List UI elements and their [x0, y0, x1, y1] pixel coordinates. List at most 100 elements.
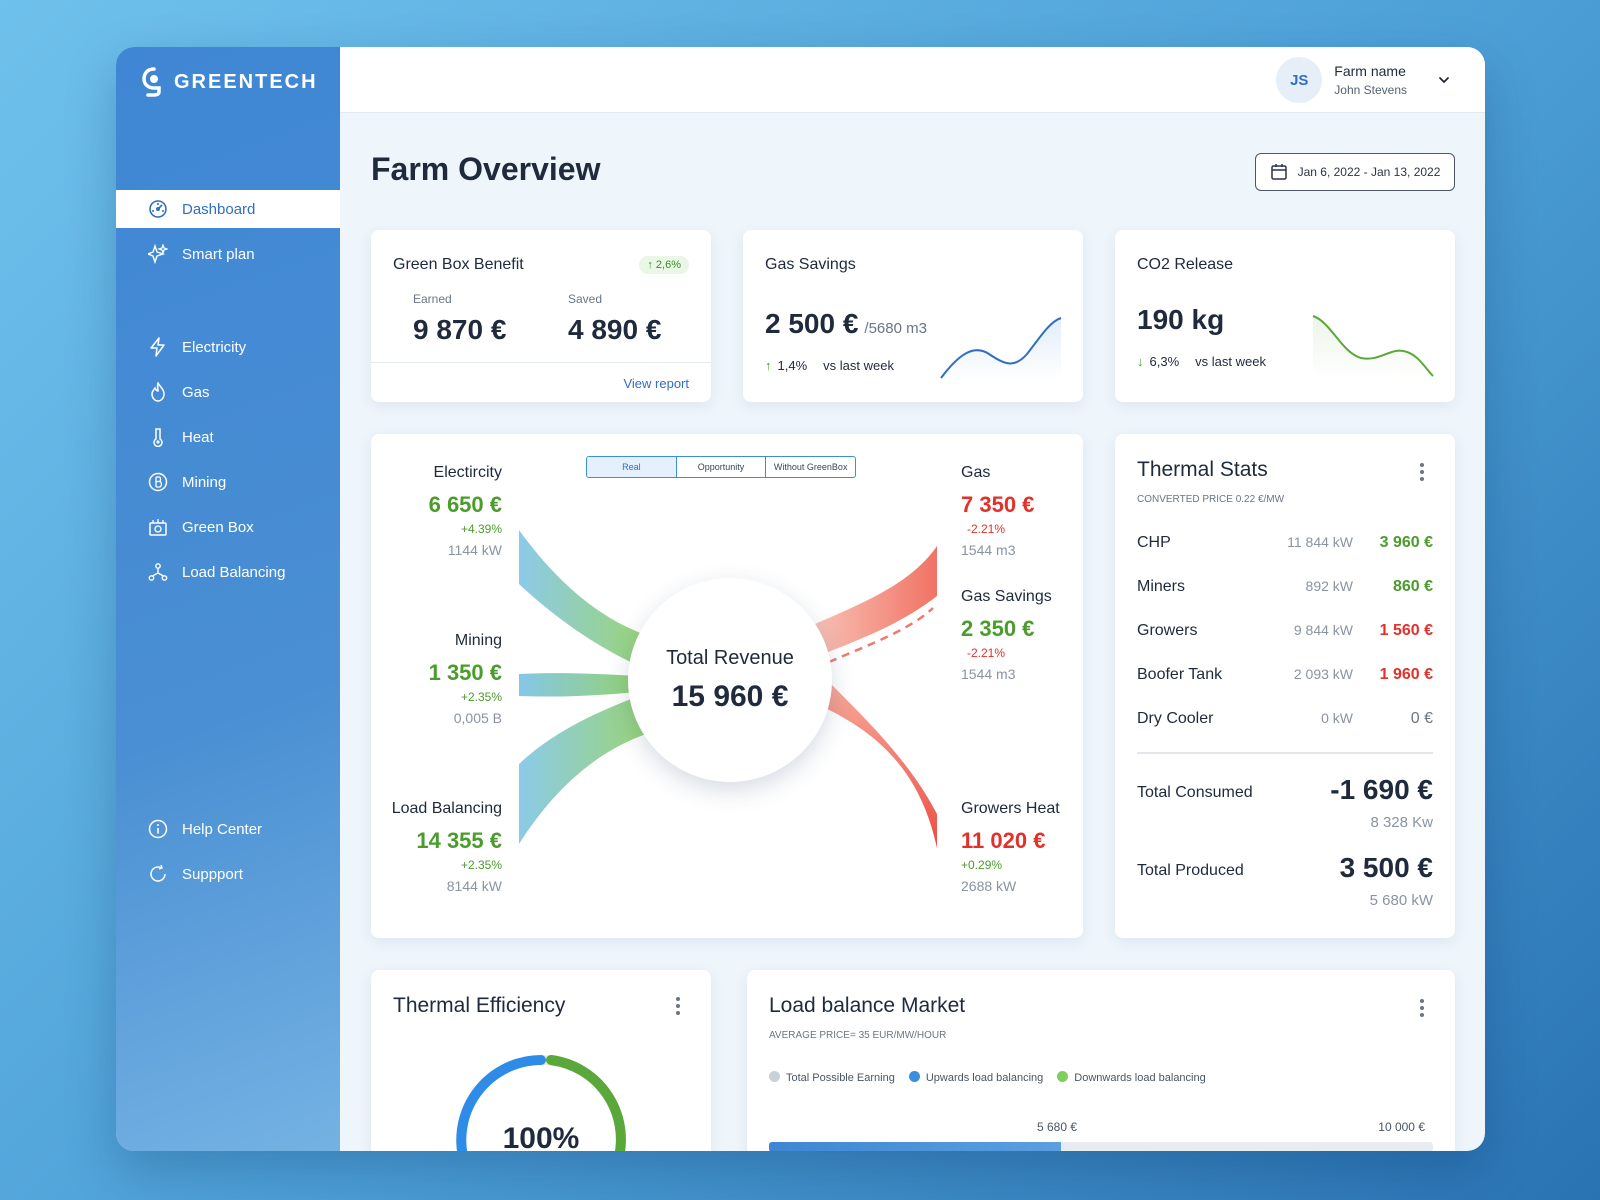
sidebar: GREENTECH Dashboard Smart plan Electrici…	[116, 47, 340, 1151]
sidebar-item-help-center[interactable]: Help Center	[116, 810, 340, 848]
arrow-down-icon: ↓	[1137, 354, 1144, 369]
flow-right-label: Gas	[961, 464, 991, 481]
divider	[1137, 752, 1433, 754]
efficiency-value: 100%	[502, 1122, 580, 1151]
flow-left-value: 14 355 €	[416, 828, 502, 853]
total-consumed-kw: 8 328 Kw	[1370, 814, 1433, 831]
flow-right-kw: 2688 kW	[961, 878, 1017, 894]
greenbox-icon	[149, 519, 167, 536]
sidebar-item-label: Smart plan	[182, 245, 255, 263]
green-box-title: Green Box Benefit	[393, 256, 524, 273]
support-icon	[150, 864, 166, 882]
sidebar-item-smart-plan[interactable]: Smart plan	[116, 235, 340, 273]
bitcoin-icon	[148, 472, 168, 492]
flow-right-kw: 1544 m3	[961, 666, 1016, 682]
sidebar-item-label: Suppport	[182, 865, 243, 883]
farm-name: Farm name	[1334, 63, 1406, 79]
co2-change: 6,3%	[1149, 354, 1180, 369]
sidebar-item-label: Load Balancing	[182, 563, 286, 581]
sidebar-item-gas[interactable]: Gas	[116, 373, 340, 411]
tab-without-greenbox[interactable]: Without GreenBox	[765, 457, 855, 477]
tab-real[interactable]: Real	[587, 457, 676, 477]
total-produced-label: Total Produced	[1137, 862, 1244, 879]
view-report-link[interactable]: View report	[623, 376, 689, 391]
sidebar-item-label: Electricity	[182, 338, 247, 356]
total-revenue-value: 15 960 €	[671, 679, 789, 713]
flow-right-pct: -2.21%	[967, 522, 1006, 536]
revenue-view-toggle: Real Opportunity Without GreenBox	[586, 456, 856, 478]
saved-value: 4 890 €	[568, 314, 662, 345]
total-consumed-label: Total Consumed	[1137, 784, 1253, 801]
flow-right-kw: 1544 m3	[961, 542, 1016, 558]
flow-right-pct: -2.21%	[967, 646, 1006, 660]
sidebar-item-dashboard[interactable]: Dashboard	[116, 190, 340, 228]
flow-left-value: 6 650 €	[428, 492, 502, 517]
gas-savings-sparkline	[940, 317, 1062, 380]
date-range-label: Jan 6, 2022 - Jan 13, 2022	[1297, 165, 1441, 179]
gas-savings-change: 1,4%	[777, 358, 808, 373]
gas-savings-card: Gas Savings 2 500 € /5680 m3 ↑ 1,4% vs l…	[743, 230, 1083, 402]
total-produced-value: 3 500 €	[1339, 852, 1433, 883]
co2-card: CO2 Release 190 kg ↓ 6,3% vs last week	[1115, 230, 1455, 402]
co2-value: 190 kg	[1137, 304, 1225, 335]
topbar: JS Farm name John Stevens	[340, 47, 1485, 113]
market-mark-2: 10 000 €	[1378, 1120, 1425, 1134]
chevron-down-icon[interactable]	[1437, 73, 1451, 87]
flow-left-pct: +4.39%	[460, 522, 502, 536]
legend-item: Downwards load balancing	[1057, 1071, 1206, 1084]
info-icon	[148, 819, 168, 839]
trend-badge: ↑ 2,6%	[639, 256, 689, 274]
flow-right-value: 7 350 €	[961, 492, 1035, 517]
earned-value: 9 870 €	[413, 314, 507, 345]
flow-load-balancing	[519, 696, 646, 844]
flow-right-pct: +0.29%	[961, 858, 1003, 872]
market-progress-fill	[769, 1142, 1062, 1151]
sidebar-item-electricity[interactable]: Electricity	[116, 328, 340, 366]
thermal-stats-subtitle: CONVERTED PRICE 0.22 €/MW	[1137, 494, 1285, 505]
sidebar-item-heat[interactable]: Heat	[116, 418, 340, 456]
user-menu[interactable]: JS Farm name John Stevens	[1276, 57, 1451, 103]
stat-row: Miners 892 kW 860 €	[1137, 578, 1433, 595]
total-consumed-value: -1 690 €	[1330, 774, 1433, 805]
sidebar-item-green-box[interactable]: Green Box	[116, 508, 340, 546]
more-options-icon[interactable]	[675, 996, 681, 1016]
bolt-icon	[150, 337, 165, 357]
market-mark-1: 5 680 €	[1037, 1120, 1078, 1134]
sparkle-icon	[148, 244, 168, 264]
sidebar-item-label: Mining	[182, 473, 227, 491]
arrow-up-icon: ↑	[765, 358, 772, 373]
flow-right-label: Growers Heat	[961, 800, 1060, 817]
legend-item: Upwards load balancing	[908, 1071, 1043, 1084]
more-options-icon[interactable]	[1419, 462, 1425, 482]
flow-gas-savings	[828, 607, 934, 664]
avatar: JS	[1276, 57, 1323, 103]
arrow-up-icon: ↑	[647, 259, 653, 271]
logo[interactable]: GREENTECH	[142, 67, 318, 97]
sidebar-item-load-balancing[interactable]: Load Balancing	[116, 553, 340, 591]
thermal-efficiency-card: Thermal Efficiency 100%	[371, 970, 711, 1151]
more-options-icon[interactable]	[1419, 998, 1425, 1018]
flow-gas	[815, 546, 937, 654]
gas-savings-compare: vs last week	[823, 358, 894, 373]
date-range-picker[interactable]: Jan 6, 2022 - Jan 13, 2022	[1255, 153, 1455, 191]
flow-mining	[519, 673, 639, 697]
brand-name: GREENTECH	[174, 70, 318, 93]
flow-right-value: 11 020 €	[961, 828, 1046, 853]
sidebar-item-label: Gas	[182, 383, 210, 401]
flame-icon	[151, 382, 165, 402]
flow-left-label: Electircity	[433, 464, 502, 481]
flow-left-kw: 0,005 B	[453, 710, 502, 726]
total-produced-kw: 5 680 kW	[1369, 892, 1433, 909]
flow-left-pct: +2.35%	[460, 690, 502, 704]
flow-growers-heat	[821, 684, 937, 848]
load-market-subtitle: AVERAGE PRICE= 35 EUR/MW/HOUR	[769, 1030, 947, 1041]
tab-opportunity[interactable]: Opportunity	[675, 457, 766, 477]
efficiency-gauge	[456, 1055, 626, 1151]
sidebar-item-support[interactable]: Suppport	[116, 855, 340, 893]
flow-left-pct: +2.35%	[460, 858, 502, 872]
flow-left-value: 1 350 €	[428, 660, 502, 685]
sidebar-item-mining[interactable]: Mining	[116, 463, 340, 501]
thermal-stats-title: Thermal Stats	[1137, 458, 1268, 481]
flow-left-label: Mining	[454, 632, 502, 649]
flow-left-kw: 8144 kW	[446, 878, 502, 894]
